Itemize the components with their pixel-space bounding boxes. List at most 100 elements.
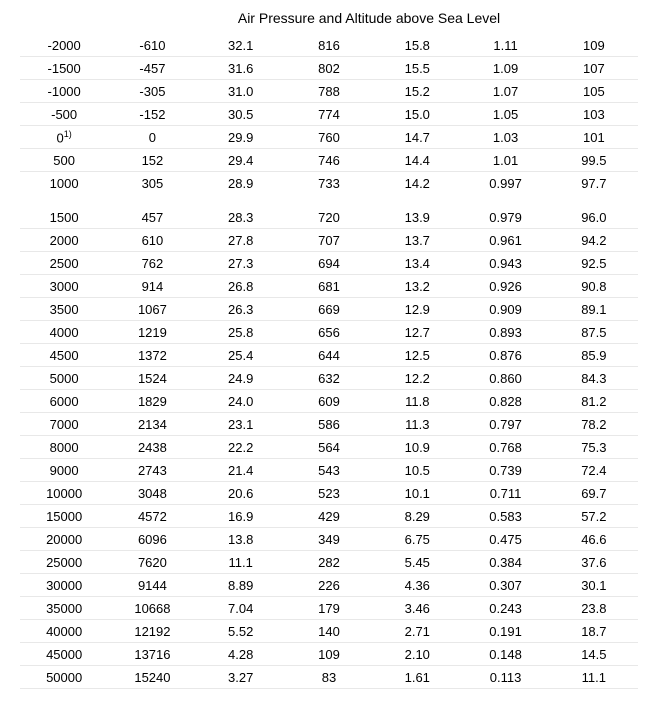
- table-cell: 1.07: [461, 80, 549, 103]
- table-cell: 349: [285, 528, 373, 551]
- table-cell: 24.0: [197, 390, 285, 413]
- table-cell: 29.9: [197, 126, 285, 149]
- table-cell: 4.28: [197, 643, 285, 666]
- table-cell: 11.1: [550, 666, 638, 689]
- table-cell: 5.45: [373, 551, 461, 574]
- table-row: 250076227.369413.40.94392.5: [20, 252, 638, 275]
- table-cell: 20000: [20, 528, 108, 551]
- table-cell: 109: [285, 643, 373, 666]
- table-cell: 1.11: [461, 34, 549, 57]
- table-cell: 802: [285, 57, 373, 80]
- table-cell: 13716: [108, 643, 196, 666]
- table-cell: 14.7: [373, 126, 461, 149]
- table-cell: 2.71: [373, 620, 461, 643]
- table-cell: 37.6: [550, 551, 638, 574]
- table-cell: 0.768: [461, 436, 549, 459]
- table-cell: 8.89: [197, 574, 285, 597]
- table-cell: 3048: [108, 482, 196, 505]
- table-cell: 746: [285, 149, 373, 172]
- table-cell: 152: [108, 149, 196, 172]
- table-row: 150045728.372013.90.97996.0: [20, 206, 638, 229]
- table-cell: 23.1: [197, 413, 285, 436]
- table-cell: 10.5: [373, 459, 461, 482]
- table-row: 50015229.474614.41.0199.5: [20, 149, 638, 172]
- table-cell: -152: [108, 103, 196, 126]
- table-cell: 13.8: [197, 528, 285, 551]
- table-cell: 25.8: [197, 321, 285, 344]
- table-cell: 1.01: [461, 149, 549, 172]
- table-cell: 101: [550, 126, 638, 149]
- table-cell: 2438: [108, 436, 196, 459]
- table-row: 6000182924.060911.80.82881.2: [20, 390, 638, 413]
- table-cell: 109: [550, 34, 638, 57]
- table-cell: 5.52: [197, 620, 285, 643]
- table-cell: 226: [285, 574, 373, 597]
- table-cell: 9000: [20, 459, 108, 482]
- table-cell: 2000: [20, 229, 108, 252]
- table-cell: 12.2: [373, 367, 461, 390]
- table-cell: 32.1: [197, 34, 285, 57]
- table-cell: 14.2: [373, 172, 461, 195]
- table-cell: 103: [550, 103, 638, 126]
- table-cell: 83: [285, 666, 373, 689]
- table-cell: 0: [108, 126, 196, 149]
- table-cell: 429: [285, 505, 373, 528]
- table-cell: 12.5: [373, 344, 461, 367]
- table-cell: 6000: [20, 390, 108, 413]
- table-row: 4500137225.464412.50.87685.9: [20, 344, 638, 367]
- table-cell: 40000: [20, 620, 108, 643]
- table-cell: 0.307: [461, 574, 549, 597]
- table-cell: -1000: [20, 80, 108, 103]
- table-cell: 4500: [20, 344, 108, 367]
- table-cell: 90.8: [550, 275, 638, 298]
- table-cell: 1829: [108, 390, 196, 413]
- table-cell: 0.893: [461, 321, 549, 344]
- table-cell: 22.2: [197, 436, 285, 459]
- table-cell: 45000: [20, 643, 108, 666]
- table-row: 100030528.973314.20.99797.7: [20, 172, 638, 195]
- table-cell: 0.475: [461, 528, 549, 551]
- table-cell: 15.2: [373, 80, 461, 103]
- table-cell: 0.828: [461, 390, 549, 413]
- table-cell: -2000: [20, 34, 108, 57]
- table-cell: 669: [285, 298, 373, 321]
- table-cell: 50000: [20, 666, 108, 689]
- table-cell: 733: [285, 172, 373, 195]
- table-cell: 0.583: [461, 505, 549, 528]
- table-cell: 2.10: [373, 643, 461, 666]
- table-cell: -457: [108, 57, 196, 80]
- table-cell: 99.5: [550, 149, 638, 172]
- table-cell: 0.979: [461, 206, 549, 229]
- table-cell: 27.3: [197, 252, 285, 275]
- table-cell: -610: [108, 34, 196, 57]
- table-cell: 97.7: [550, 172, 638, 195]
- table-cell: 0.943: [461, 252, 549, 275]
- table-row: 3000091448.892264.360.30730.1: [20, 574, 638, 597]
- table-cell: 0.961: [461, 229, 549, 252]
- table-cell: 543: [285, 459, 373, 482]
- table-cell: 9144: [108, 574, 196, 597]
- table-cell: 707: [285, 229, 373, 252]
- table-cell: 5000: [20, 367, 108, 390]
- table-cell: 75.3: [550, 436, 638, 459]
- table-cell: 140: [285, 620, 373, 643]
- table-cell: 774: [285, 103, 373, 126]
- table-cell: 25.4: [197, 344, 285, 367]
- table-cell: 18.7: [550, 620, 638, 643]
- table-cell: 30.5: [197, 103, 285, 126]
- table-cell: 1372: [108, 344, 196, 367]
- table-cell: 0.797: [461, 413, 549, 436]
- table-cell: 760: [285, 126, 373, 149]
- table-cell: 457: [108, 206, 196, 229]
- table-cell: 4000: [20, 321, 108, 344]
- table-row: 01)029.976014.71.03101: [20, 126, 638, 149]
- table-cell: 7000: [20, 413, 108, 436]
- table-cell: 0.711: [461, 482, 549, 505]
- table-cell: 8.29: [373, 505, 461, 528]
- table-cell: 6096: [108, 528, 196, 551]
- table-cell: 0.860: [461, 367, 549, 390]
- table-cell: 26.8: [197, 275, 285, 298]
- table-cell: 12192: [108, 620, 196, 643]
- table-cell: 10.9: [373, 436, 461, 459]
- table-cell: 13.2: [373, 275, 461, 298]
